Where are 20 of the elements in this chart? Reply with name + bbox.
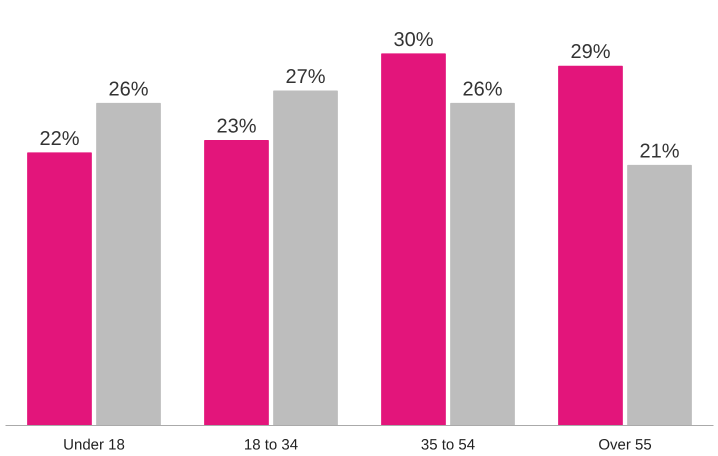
data-label: 21%: [640, 140, 680, 162]
x-tick-label: Over 55: [598, 436, 652, 454]
bar: [450, 102, 515, 426]
data-label: 23%: [216, 116, 257, 138]
data-label: 30%: [393, 28, 434, 51]
data-label: 26%: [108, 78, 149, 100]
bar: [558, 66, 623, 426]
data-label: 26%: [462, 78, 503, 100]
data-label: 27%: [286, 66, 326, 88]
bar: [96, 102, 161, 426]
data-label: 29%: [570, 41, 611, 64]
x-tick-label: Under 18: [63, 436, 125, 454]
bar: [204, 140, 269, 426]
bar: [273, 90, 338, 426]
bar: [381, 53, 446, 426]
bar: [27, 152, 92, 426]
x-tick-label: 35 to 54: [420, 436, 476, 454]
x-tick-label: 18 to 34: [244, 436, 298, 454]
data-label: 22%: [39, 128, 80, 150]
bar: [627, 164, 692, 426]
